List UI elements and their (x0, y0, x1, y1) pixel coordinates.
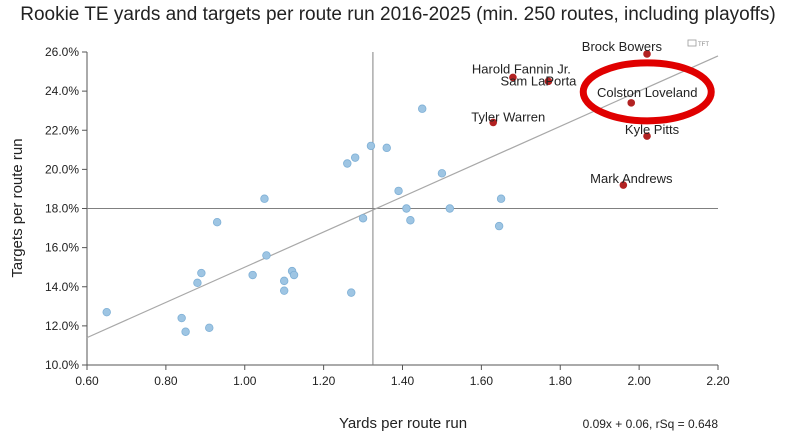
y-tick-label: 14.0% (45, 280, 79, 294)
y-tick-label: 12.0% (45, 319, 79, 333)
x-tick-label: 1.20 (312, 374, 336, 388)
data-point (289, 270, 299, 280)
data-point (248, 270, 257, 280)
data-point (279, 276, 289, 286)
point-label: Mark Andrews (590, 171, 673, 186)
x-tick-label: 1.80 (549, 374, 573, 388)
x-tick-label: 2.20 (706, 374, 730, 388)
point-label: Brock Bowers (582, 39, 663, 54)
point-label: Harold Fannin Jr. (472, 61, 571, 76)
x-tick-label: 1.40 (391, 374, 415, 388)
trend-line (86, 55, 719, 339)
data-point (181, 327, 190, 336)
data-point (343, 159, 352, 168)
highlighted-point (619, 181, 628, 189)
point-labels: Brock Bowers Harold Fannin Jr.Sam LaPorta… (471, 39, 697, 186)
x-tick-label: 1.60 (470, 374, 494, 388)
data-point (382, 143, 391, 153)
x-tick-label: 0.80 (154, 374, 178, 388)
data-point (418, 104, 427, 113)
highlighted-point (544, 77, 553, 86)
data-point (394, 186, 403, 196)
data-point (366, 141, 376, 151)
data-point (197, 268, 206, 278)
highlighted-point (489, 118, 498, 127)
y-tick-label: 18.0% (45, 202, 79, 216)
y-tick-label: 16.0% (45, 241, 79, 255)
point-label: Sam LaPorta (501, 73, 578, 88)
highlighted-point (643, 50, 651, 58)
data-point (279, 286, 289, 295)
data-point (496, 194, 506, 203)
y-tick-label: 22.0% (45, 123, 79, 137)
point-label: Kyle Pitts (625, 122, 680, 137)
data-point (402, 204, 411, 213)
y-tick-label: 20.0% (45, 162, 79, 176)
highlighted-point (509, 73, 517, 82)
chart-title: Rookie TE yards and targets per route ru… (20, 4, 776, 25)
y-tick-label: 10.0% (45, 358, 79, 372)
data-point (347, 288, 356, 297)
watermark-text: TFT (698, 42, 709, 48)
data-point (406, 216, 415, 225)
data-point (262, 251, 271, 260)
highlight-ellipse (579, 59, 715, 125)
trendline (86, 55, 719, 339)
x-tick-label: 2.00 (627, 374, 651, 388)
data-point (445, 204, 455, 213)
data-point (205, 323, 214, 333)
data-point (358, 214, 368, 223)
trendline-equation: 0.09x + 0.06, rSq = 0.648 (583, 417, 719, 431)
watermark-logo: TFT (687, 39, 709, 48)
data-point (350, 153, 360, 162)
x-tick-label: 1.00 (233, 374, 257, 388)
data-point (260, 194, 269, 203)
y-tick-label: 26.0% (45, 45, 79, 59)
highlighted-point (627, 99, 636, 107)
point-label: Colston Loveland (597, 85, 697, 100)
data-point (177, 313, 186, 323)
data-point (437, 169, 447, 178)
data-point (494, 221, 504, 231)
axes: 0.60 0.80 1.00 1.20 1.40 1.60 1.80 2.00 2.20 10.0… (45, 45, 730, 388)
annotation-layer (579, 59, 715, 125)
x-axis-title: Yards per route run (339, 415, 467, 432)
y-tick-label: 24.0% (45, 84, 79, 98)
y-axis-title: Targets per route run (9, 138, 26, 277)
data-point (193, 278, 202, 288)
point-label: Tyler Warren (471, 109, 545, 124)
data-point (212, 217, 222, 227)
data-points (102, 50, 651, 336)
data-point (102, 307, 111, 317)
x-tick-label: 0.60 (75, 374, 99, 388)
highlighted-point (643, 132, 651, 140)
